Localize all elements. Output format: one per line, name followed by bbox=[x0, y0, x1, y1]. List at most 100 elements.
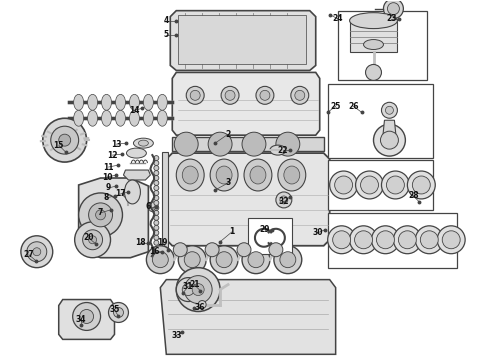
Circle shape bbox=[205, 243, 219, 257]
Circle shape bbox=[154, 235, 159, 240]
Polygon shape bbox=[171, 11, 316, 71]
Circle shape bbox=[184, 252, 200, 268]
Text: 5: 5 bbox=[164, 30, 169, 39]
Circle shape bbox=[442, 231, 460, 249]
Text: 35: 35 bbox=[109, 305, 120, 314]
Ellipse shape bbox=[244, 159, 272, 191]
Ellipse shape bbox=[270, 145, 286, 155]
Circle shape bbox=[366, 64, 382, 80]
Circle shape bbox=[33, 248, 41, 256]
Circle shape bbox=[147, 246, 174, 274]
Polygon shape bbox=[383, 120, 396, 140]
Circle shape bbox=[154, 166, 159, 171]
Text: 13: 13 bbox=[111, 140, 122, 149]
Polygon shape bbox=[162, 152, 168, 255]
Ellipse shape bbox=[116, 94, 125, 110]
Circle shape bbox=[382, 171, 409, 199]
Circle shape bbox=[256, 86, 274, 104]
Ellipse shape bbox=[284, 166, 300, 184]
Circle shape bbox=[295, 90, 305, 100]
Text: 9: 9 bbox=[106, 184, 111, 193]
Ellipse shape bbox=[124, 180, 141, 204]
Ellipse shape bbox=[101, 94, 112, 110]
Ellipse shape bbox=[127, 184, 140, 192]
Circle shape bbox=[51, 126, 78, 154]
Circle shape bbox=[154, 176, 159, 180]
Bar bbox=[178, 15, 306, 64]
Circle shape bbox=[260, 90, 270, 100]
Text: 31: 31 bbox=[183, 282, 194, 291]
Circle shape bbox=[221, 86, 239, 104]
Text: 16: 16 bbox=[149, 247, 160, 256]
Circle shape bbox=[280, 252, 296, 268]
Ellipse shape bbox=[157, 94, 167, 110]
Ellipse shape bbox=[182, 166, 198, 184]
Circle shape bbox=[89, 236, 97, 244]
Circle shape bbox=[274, 246, 302, 274]
Text: 36: 36 bbox=[195, 303, 205, 312]
Ellipse shape bbox=[116, 110, 125, 126]
Circle shape bbox=[280, 196, 288, 204]
Ellipse shape bbox=[216, 166, 232, 184]
Ellipse shape bbox=[144, 110, 153, 126]
Ellipse shape bbox=[74, 94, 84, 110]
Circle shape bbox=[154, 171, 159, 176]
Text: 20: 20 bbox=[83, 233, 94, 242]
Circle shape bbox=[78, 193, 122, 237]
Circle shape bbox=[154, 180, 159, 185]
Circle shape bbox=[154, 206, 159, 210]
Bar bbox=[349, 21, 397, 53]
Circle shape bbox=[355, 231, 372, 249]
Circle shape bbox=[437, 226, 465, 254]
Circle shape bbox=[328, 226, 356, 254]
Circle shape bbox=[190, 90, 200, 100]
Bar bbox=[328, 84, 433, 158]
Circle shape bbox=[335, 176, 353, 194]
Circle shape bbox=[416, 226, 443, 254]
Polygon shape bbox=[172, 72, 319, 135]
Circle shape bbox=[216, 252, 232, 268]
Text: 11: 11 bbox=[103, 163, 114, 172]
Circle shape bbox=[291, 86, 309, 104]
Text: 25: 25 bbox=[330, 102, 341, 111]
Text: 24: 24 bbox=[332, 14, 343, 23]
Circle shape bbox=[154, 156, 159, 161]
Circle shape bbox=[154, 185, 159, 190]
Bar bbox=[328, 213, 457, 268]
Circle shape bbox=[237, 243, 251, 257]
Circle shape bbox=[398, 231, 416, 249]
Text: 28: 28 bbox=[408, 192, 418, 201]
Bar bbox=[172, 137, 324, 151]
Circle shape bbox=[114, 307, 123, 318]
Circle shape bbox=[413, 176, 430, 194]
Ellipse shape bbox=[157, 110, 167, 126]
Circle shape bbox=[361, 176, 378, 194]
Circle shape bbox=[27, 242, 47, 262]
Polygon shape bbox=[59, 300, 115, 339]
Circle shape bbox=[388, 3, 399, 15]
Circle shape bbox=[182, 284, 194, 296]
Circle shape bbox=[176, 268, 220, 311]
Text: 2: 2 bbox=[225, 130, 231, 139]
Circle shape bbox=[154, 230, 159, 235]
Text: 6: 6 bbox=[146, 202, 151, 211]
Circle shape bbox=[380, 131, 398, 149]
Circle shape bbox=[356, 171, 384, 199]
Ellipse shape bbox=[123, 192, 133, 198]
Polygon shape bbox=[123, 170, 150, 180]
Circle shape bbox=[148, 202, 158, 212]
Polygon shape bbox=[166, 153, 330, 246]
Circle shape bbox=[248, 252, 264, 268]
Polygon shape bbox=[102, 210, 119, 216]
Circle shape bbox=[198, 301, 206, 309]
Circle shape bbox=[73, 302, 100, 330]
Circle shape bbox=[89, 203, 113, 227]
Ellipse shape bbox=[101, 110, 112, 126]
Circle shape bbox=[154, 240, 159, 245]
Ellipse shape bbox=[88, 110, 98, 126]
Circle shape bbox=[333, 231, 350, 249]
Text: 29: 29 bbox=[260, 225, 270, 234]
Text: 18: 18 bbox=[135, 238, 146, 247]
Text: 21: 21 bbox=[189, 280, 199, 289]
Circle shape bbox=[210, 246, 238, 274]
